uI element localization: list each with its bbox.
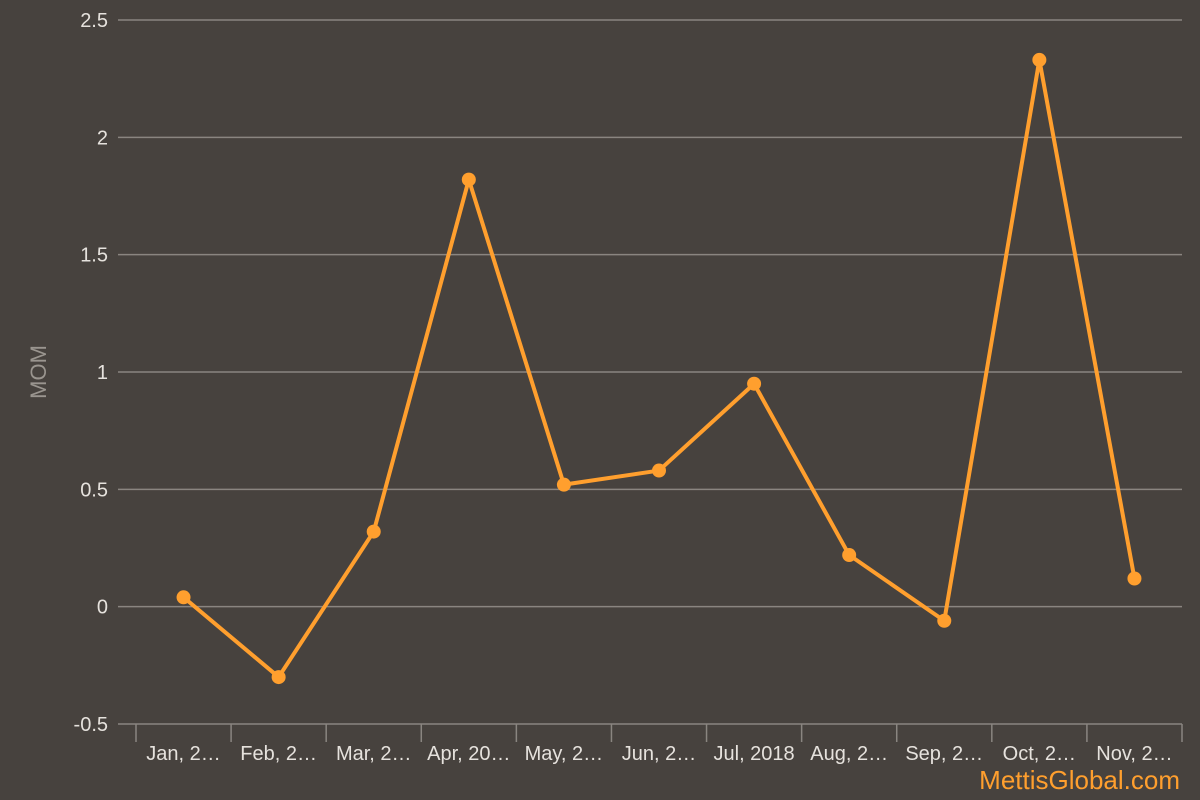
data-point[interactable] [271, 670, 286, 685]
watermark-text: MettisGlobal.com [979, 765, 1180, 795]
series-layer [176, 52, 1142, 685]
x-tick-label: Aug, 2… [810, 743, 888, 765]
x-tick-label: Oct, 2… [1003, 743, 1076, 765]
y-axis-label: MOM [26, 345, 51, 399]
x-tick-label: May, 2… [525, 743, 604, 765]
x-tick-label: Nov, 2… [1096, 743, 1172, 765]
x-tick-label: Apr, 20… [427, 743, 510, 765]
data-point[interactable] [842, 548, 857, 563]
x-tick-label: Sep, 2… [905, 743, 983, 765]
data-point[interactable] [556, 477, 571, 492]
data-point[interactable] [1127, 571, 1142, 586]
data-point[interactable] [652, 463, 666, 478]
x-tick-label: Feb, 2… [240, 743, 317, 765]
data-point[interactable] [747, 376, 762, 391]
y-tick-label: -0.5 [74, 714, 108, 736]
data-point[interactable] [176, 590, 191, 605]
series-line [181, 57, 1137, 680]
y-tick-label: 1 [97, 362, 108, 384]
data-point[interactable] [461, 172, 476, 187]
y-tick-label: 1.5 [80, 245, 108, 267]
x-tick-label: Jul, 2018 [714, 743, 795, 765]
x-tick-label: Mar, 2… [336, 743, 412, 765]
data-point[interactable] [1032, 52, 1047, 67]
data-point[interactable] [366, 524, 381, 539]
y-tick-label: 2 [97, 127, 108, 149]
grid-layer [118, 19, 1182, 725]
x-tick-label: Jan, 2… [146, 743, 220, 765]
y-tick-label: 0 [97, 597, 108, 619]
x-tick-label: Jun, 2… [622, 743, 696, 765]
data-point[interactable] [937, 613, 952, 628]
y-axis-ticks: -0.5 0 0.5 1 1.5 2 2.5 [74, 10, 108, 736]
y-tick-label: 2.5 [80, 10, 108, 32]
y-tick-label: 0.5 [80, 479, 108, 501]
x-axis-ticks: Jan, 2… Feb, 2… Mar, 2… Apr, 20… May, 2… Jun,… [135, 724, 1183, 765]
